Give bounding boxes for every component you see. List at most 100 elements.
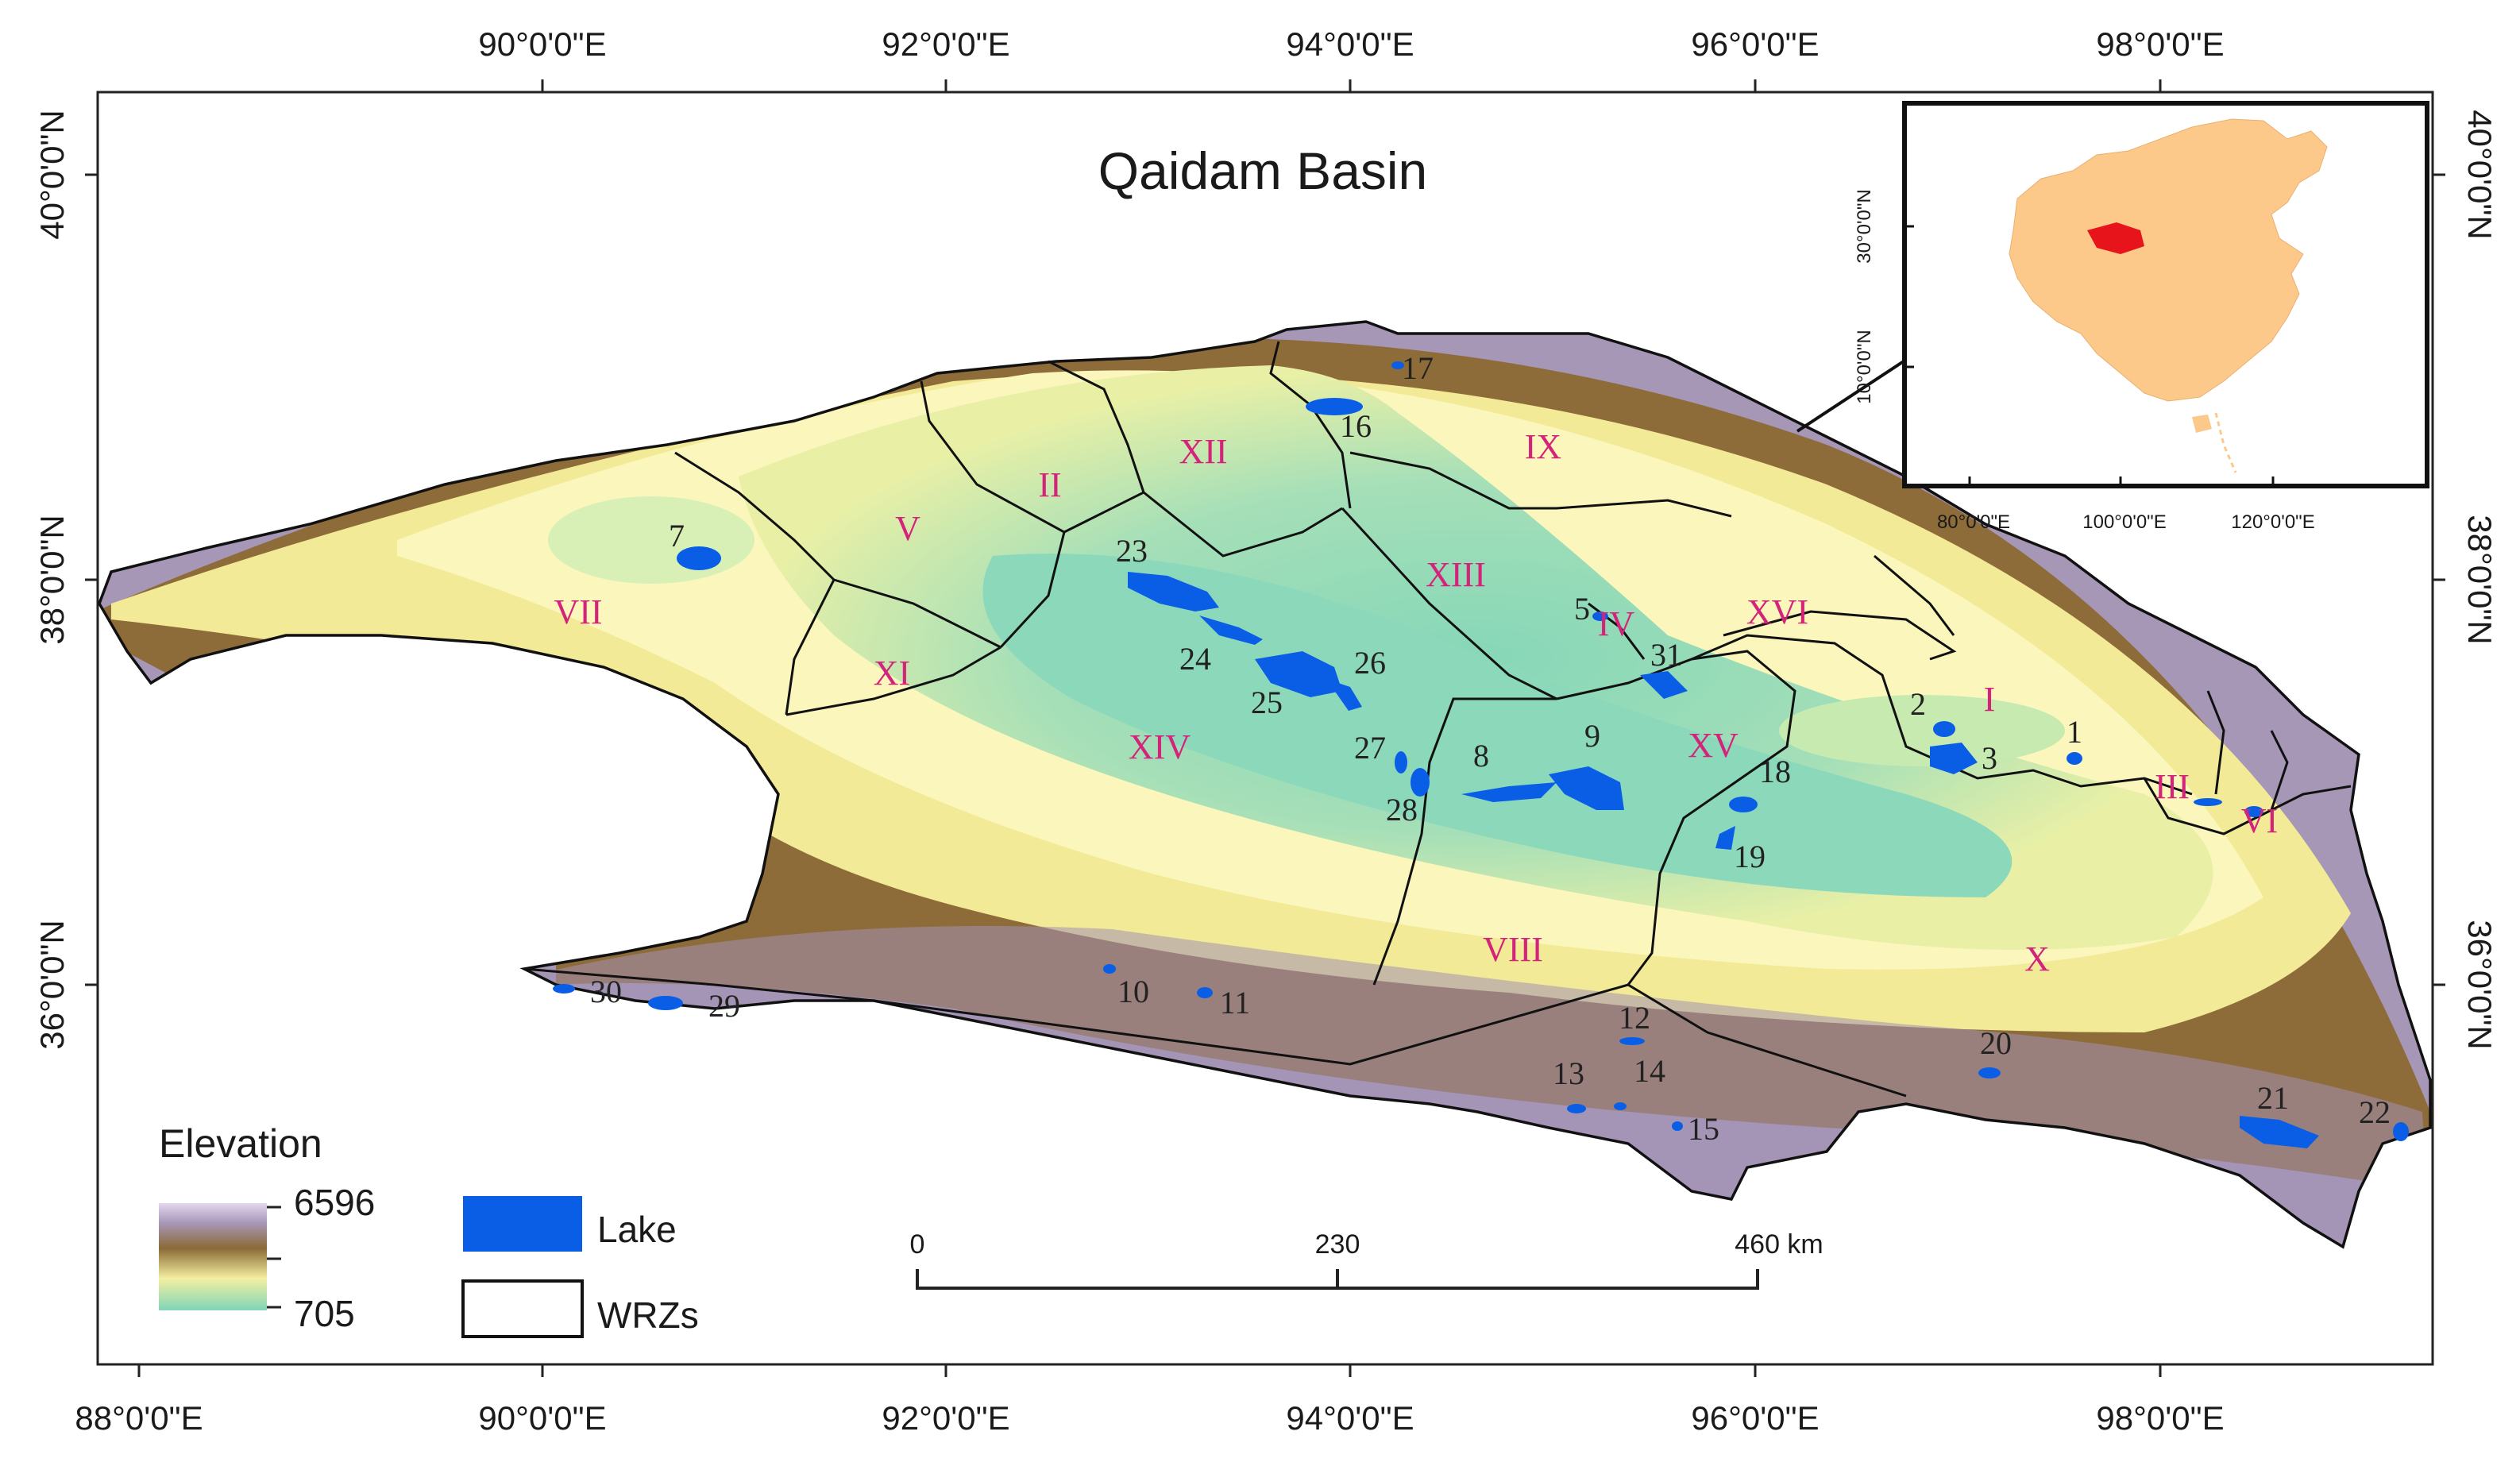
zone-label-xvi: XVI <box>1746 592 1808 631</box>
lake-label: 26 <box>1354 645 1386 681</box>
lon-label: 88°0'0"E <box>75 1399 203 1437</box>
lake-labels: 1 2 3 5 7 8 9 10 11 12 13 14 15 16 17 18… <box>590 350 2391 1147</box>
zone-label-xii: XII <box>1179 432 1227 471</box>
zone-label-iv: IV <box>1598 604 1635 643</box>
inset-lat-label: 10°0'0"N <box>1854 330 1875 403</box>
lake-18 <box>1729 797 1758 812</box>
lon-label: 94°0'0"E <box>1286 1399 1414 1437</box>
lat-label: 40°0'0"N <box>2461 110 2499 240</box>
lake-label: 23 <box>1116 533 1148 569</box>
scale-tick-label: 0 <box>910 1229 925 1260</box>
elevation-ramp <box>159 1203 267 1310</box>
zone-label-xiii: XIII <box>1426 555 1486 594</box>
lake-19 <box>1715 826 1735 850</box>
lake-24 <box>1199 615 1263 645</box>
lake-label: 21 <box>2257 1080 2289 1116</box>
hainan-island <box>2192 415 2212 433</box>
lake-swatch <box>463 1196 582 1252</box>
lakes <box>553 361 2409 1148</box>
zone-label-xv: XV <box>1688 726 1739 765</box>
zone-label-iii: III <box>2155 767 2190 806</box>
elevation-legend-title: Elevation <box>159 1121 322 1166</box>
lake-label: 15 <box>1688 1111 1719 1147</box>
lake-label: 13 <box>1553 1055 1584 1091</box>
lake-27 <box>1395 751 1407 774</box>
lake-label: 1 <box>2067 714 2082 750</box>
lon-label: 92°0'0"E <box>882 1399 1009 1437</box>
zone-label-x: X <box>2024 939 2050 978</box>
lake-iii-small <box>2194 798 2222 806</box>
inset-lon-label: 120°0'0"E <box>2231 511 2314 533</box>
lake-label: 20 <box>1980 1025 2012 1061</box>
lake-label: 19 <box>1734 839 1766 874</box>
lake-21 <box>2240 1116 2319 1148</box>
lake-14 <box>1614 1102 1627 1110</box>
zone-label-viii: VIII <box>1483 930 1543 969</box>
zone-label-vii: VII <box>554 592 602 631</box>
scale-tick-label: 460 km <box>1735 1229 1823 1260</box>
lake-20 <box>1978 1067 2001 1078</box>
lake-23 <box>1128 572 1219 612</box>
lake-label: 7 <box>669 518 685 554</box>
lake-8 <box>1461 782 1557 802</box>
scale-tick-label: 230 <box>1315 1229 1360 1260</box>
lake-legend-label: Lake <box>597 1209 677 1250</box>
inset-map: 30°0'0"N 10°0'0"N 80°0'0"E 100°0'0"E 120… <box>1854 101 2429 533</box>
lake-label: 8 <box>1473 738 1489 774</box>
lake-10 <box>1103 964 1116 974</box>
lake-12 <box>1619 1037 1645 1045</box>
lat-label: 38°0'0"N <box>33 515 71 645</box>
lon-label: 96°0'0"E <box>1691 1399 1819 1437</box>
zone-label-v: V <box>895 509 920 548</box>
lake-1 <box>2067 752 2082 765</box>
lake-label: 29 <box>708 988 740 1024</box>
lon-label: 96°0'0"E <box>1691 25 1819 63</box>
lon-labels-top: 90°0'0"E 92°0'0"E 94°0'0"E 96°0'0"E 98°0… <box>478 25 2224 63</box>
lake-7 <box>677 546 721 570</box>
lat-label: 36°0'0"N <box>33 920 71 1050</box>
lake-label: 5 <box>1574 591 1590 627</box>
inset-lon-label: 80°0'0"E <box>1937 511 2010 533</box>
lake-15 <box>1672 1121 1683 1131</box>
lake-label: 18 <box>1759 754 1791 789</box>
lake-26 <box>1326 679 1362 711</box>
zone-label-ix: IX <box>1525 427 1561 466</box>
lake-28 <box>1411 768 1430 797</box>
lake-3 <box>1930 743 1978 774</box>
elevation-min-label: 705 <box>294 1293 355 1334</box>
lake-31 <box>1640 671 1688 699</box>
lake-25 <box>1255 651 1342 697</box>
feature-legend: Lake WRZs <box>461 1196 699 1338</box>
south-china-sea-islands <box>2214 412 2237 473</box>
lake-29 <box>648 996 683 1010</box>
zone-label-i: I <box>1984 680 1996 719</box>
lake-label: 17 <box>1402 350 1434 386</box>
lake-vi-small <box>2244 806 2263 817</box>
lake-label: 2 <box>1910 686 1926 722</box>
china-outline <box>2009 118 2328 402</box>
lake-label: 16 <box>1340 408 1372 444</box>
lake-label: 28 <box>1386 792 1418 828</box>
lake-label: 12 <box>1619 1000 1650 1036</box>
lat-label: 38°0'0"N <box>2461 515 2499 645</box>
lake-11 <box>1197 987 1213 998</box>
lat-labels-right: 40°0'0"N 38°0'0"N 36°0'0"N <box>2461 110 2499 1050</box>
zone-label-xiv: XIV <box>1129 727 1191 766</box>
lake-17 <box>1391 361 1404 369</box>
wrz-swatch <box>461 1279 584 1338</box>
lake-label: 14 <box>1634 1053 1665 1089</box>
lake-label: 22 <box>2359 1094 2391 1130</box>
lat-label: 36°0'0"N <box>2461 920 2499 1050</box>
lon-labels-bottom: 88°0'0"E 90°0'0"E 92°0'0"E 94°0'0"E 96°0… <box>75 1399 2224 1437</box>
wrz-legend-label: WRZs <box>597 1294 699 1336</box>
lake-label: 25 <box>1251 685 1283 720</box>
lake-label: 31 <box>1650 637 1682 673</box>
lake-label: 3 <box>1982 740 1997 776</box>
lake-30 <box>553 984 575 994</box>
lake-13 <box>1567 1104 1586 1113</box>
tick-marks <box>85 79 2445 1377</box>
zone-label-ii: II <box>1038 465 1061 504</box>
lake-9 <box>1549 766 1624 810</box>
lake-label: 30 <box>590 974 622 1009</box>
